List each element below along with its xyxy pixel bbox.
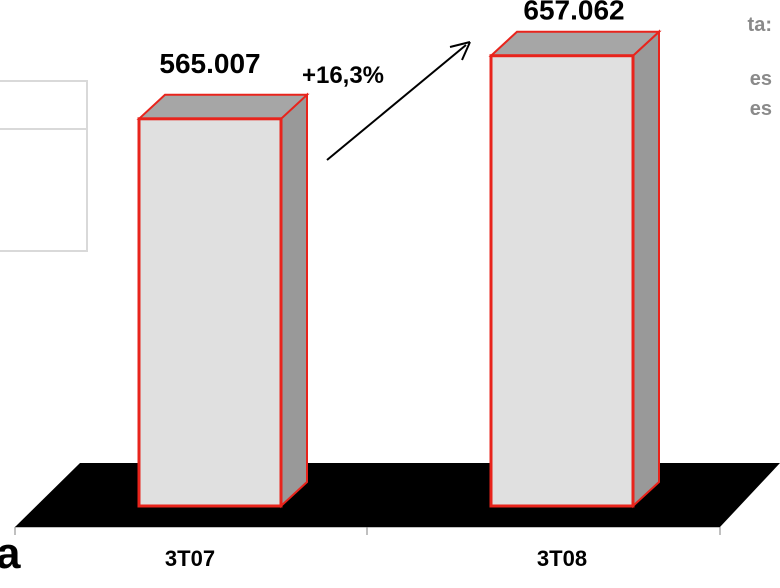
side-panel bbox=[0, 80, 88, 252]
growth-arrow-head bbox=[449, 41, 471, 61]
growth-annotation: +16,3% bbox=[302, 62, 384, 89]
side-panel-divider bbox=[0, 128, 86, 130]
bar-side-3T07 bbox=[280, 92, 308, 509]
growth-arrow-line bbox=[326, 44, 467, 161]
corner-text: a bbox=[0, 529, 21, 578]
value-label-3T08: 657.062 bbox=[523, 0, 624, 26]
side-panel-line-1: es bbox=[749, 68, 772, 90]
side-panel-line-2: es bbox=[749, 98, 772, 120]
category-label-3T08: 3T08 bbox=[537, 546, 587, 571]
bar-side-3T08 bbox=[632, 29, 660, 509]
chart-floor bbox=[15, 463, 780, 527]
category-label-3T07: 3T07 bbox=[165, 546, 215, 571]
bar-3T07 bbox=[136, 92, 310, 509]
bar-front-3T07 bbox=[137, 117, 283, 508]
bar-top-3T08 bbox=[488, 30, 662, 57]
value-label-3T07: 565.007 bbox=[159, 48, 260, 79]
bar-top-3T07 bbox=[136, 93, 310, 120]
side-panel-heading: ta: bbox=[747, 14, 772, 36]
bar-front-3T08 bbox=[489, 54, 635, 508]
bar-3T08 bbox=[488, 29, 662, 509]
